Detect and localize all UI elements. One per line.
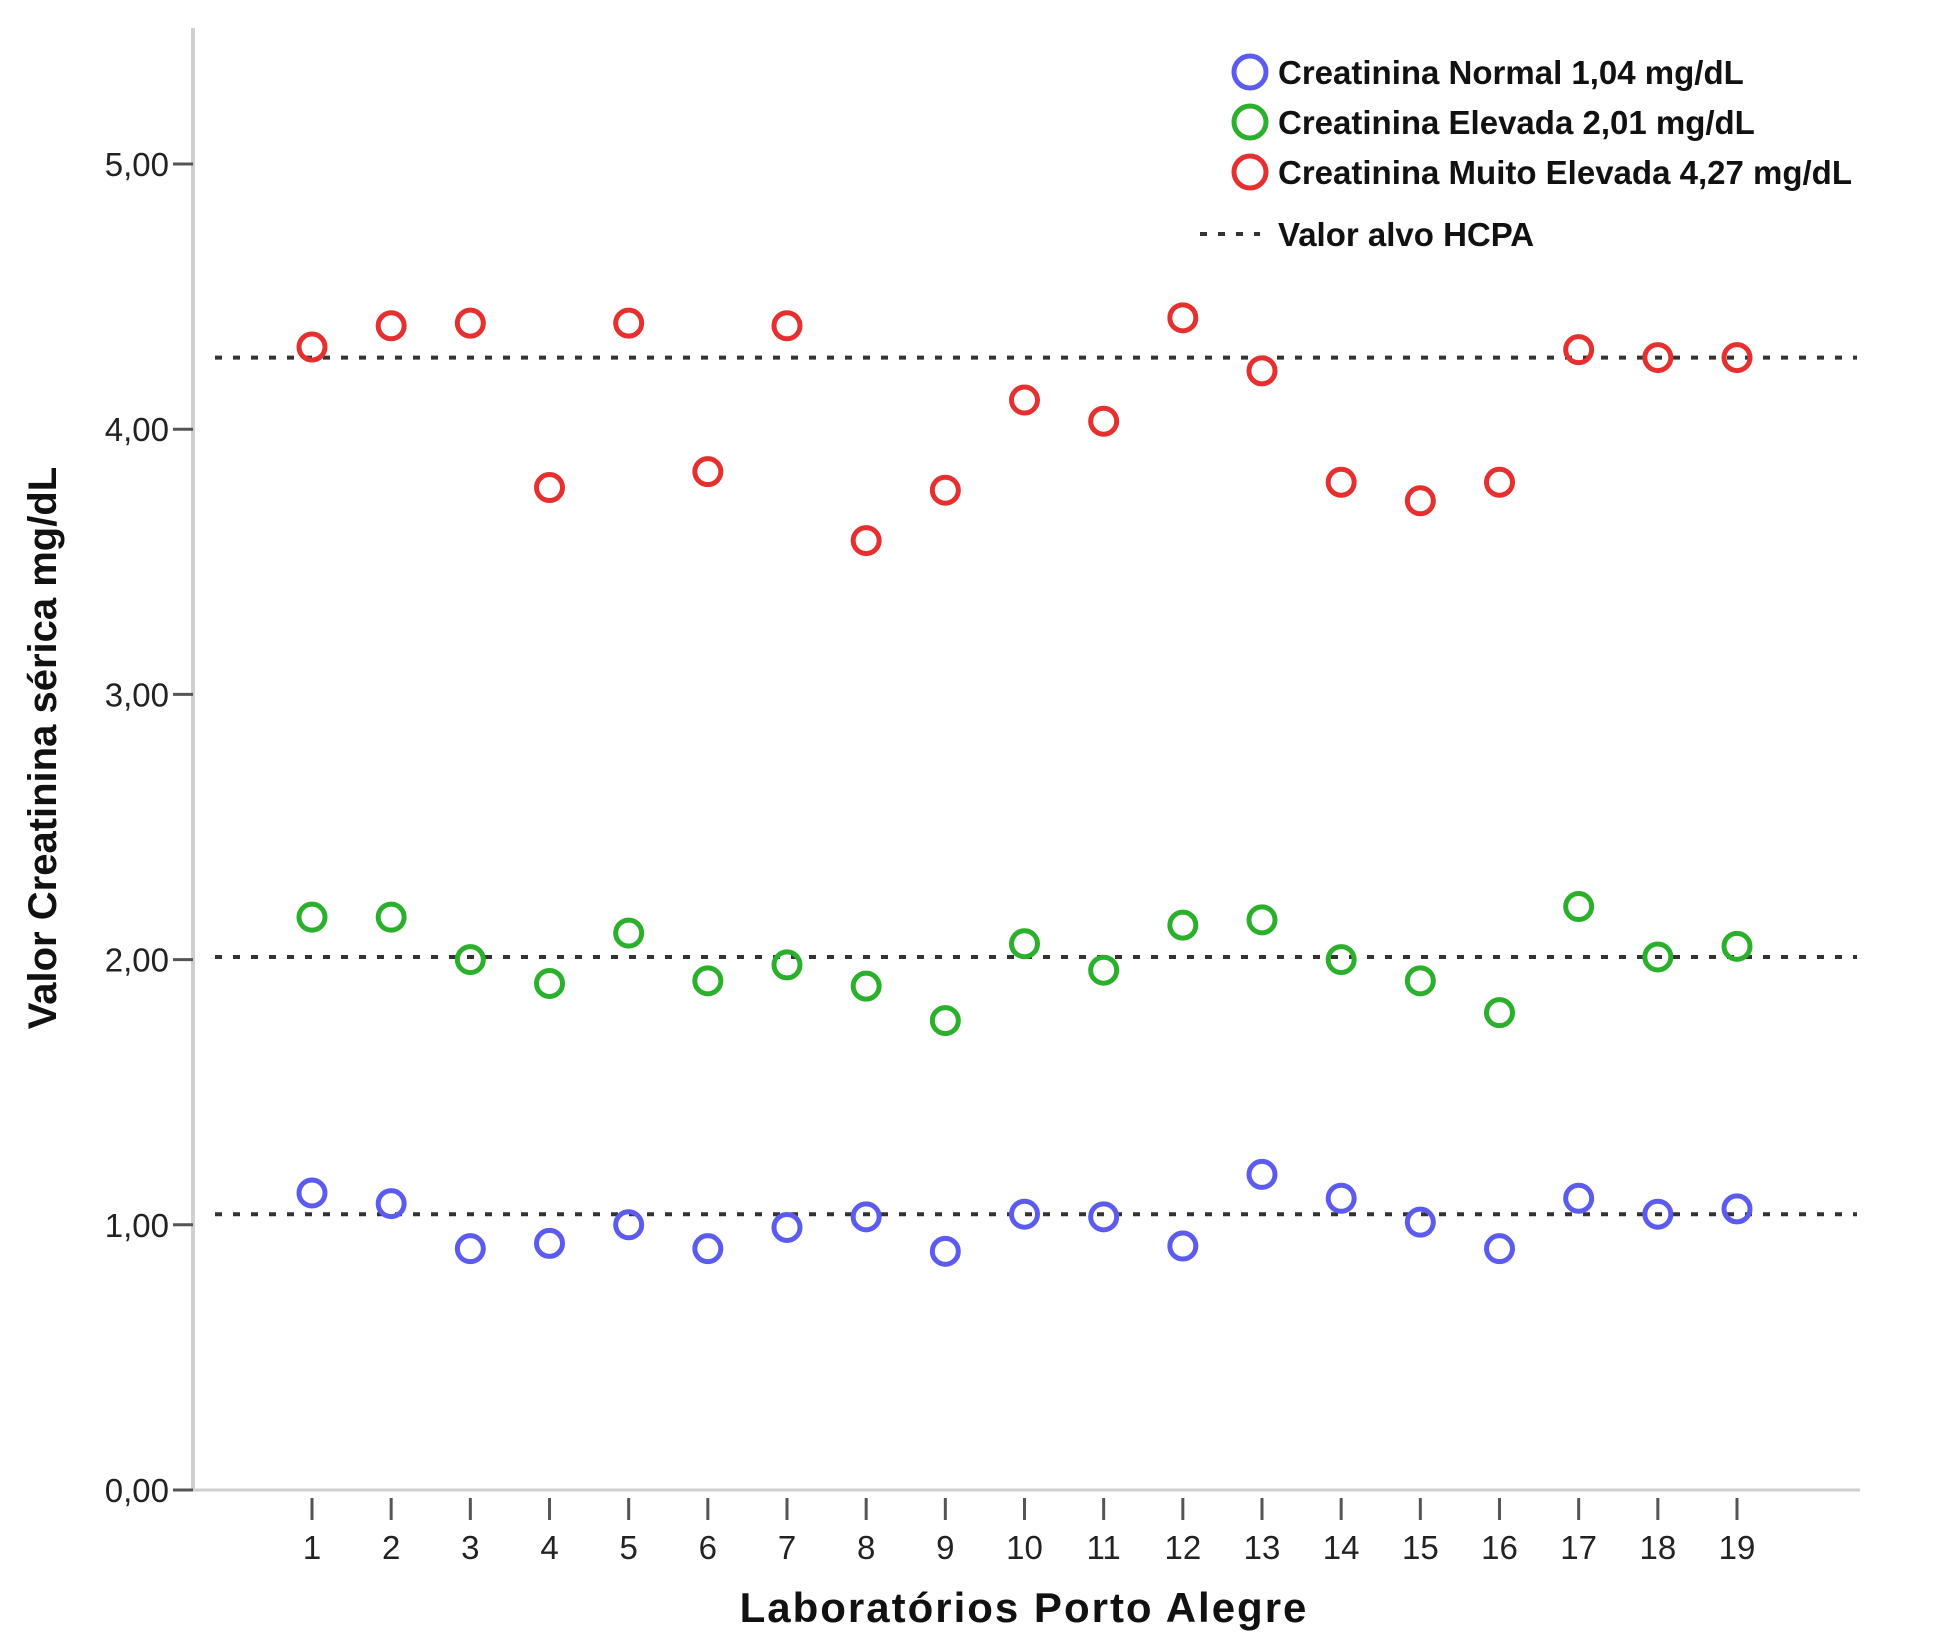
data-point-series-3 bbox=[1563, 334, 1595, 366]
data-point-series-3 bbox=[1167, 302, 1199, 334]
legend: Creatinina Normal 1,04 mg/dL Creatinina E… bbox=[1200, 53, 1852, 253]
data-point-series-1 bbox=[454, 1233, 486, 1265]
data-point-series-3 bbox=[534, 472, 565, 504]
data-point-series-1 bbox=[929, 1235, 961, 1267]
data-point-series-1 bbox=[1721, 1193, 1753, 1225]
data-point-series-1 bbox=[1484, 1233, 1515, 1265]
data-point-series-3 bbox=[1325, 466, 1357, 498]
data-point-series-3 bbox=[929, 474, 961, 506]
y-tick-label: 0,00 bbox=[105, 1472, 169, 1509]
legend-marker bbox=[1231, 153, 1269, 191]
legend-label: Valor alvo HCPA bbox=[1278, 216, 1534, 253]
data-point-series-2 bbox=[1642, 941, 1674, 973]
data-point-series-1 bbox=[1642, 1198, 1674, 1230]
x-tick-label: 3 bbox=[461, 1529, 479, 1566]
data-point-series-3 bbox=[1088, 405, 1120, 437]
data-point-series-3 bbox=[1642, 342, 1674, 374]
y-tick-label: 5,00 bbox=[105, 146, 169, 183]
x-tick-label: 16 bbox=[1481, 1529, 1518, 1566]
data-point-series-1 bbox=[1404, 1206, 1436, 1238]
data-point-series-1 bbox=[613, 1209, 645, 1241]
data-point-series-3 bbox=[1009, 384, 1040, 416]
data-point-series-2 bbox=[613, 917, 645, 949]
data-point-series-1 bbox=[1246, 1158, 1278, 1190]
data-point-series-2 bbox=[1484, 997, 1515, 1029]
y-tick-label: 3,00 bbox=[105, 676, 169, 713]
y-tick-label: 1,00 bbox=[105, 1207, 169, 1244]
data-point-series-3 bbox=[296, 331, 328, 363]
x-tick-label: 14 bbox=[1323, 1529, 1360, 1566]
data-point-series-2 bbox=[1009, 928, 1040, 960]
x-ticks: 1 2 3 4 5 6 7 8 9 10 11 12 13 14 15 16 17 18 19 bbox=[303, 1498, 1756, 1566]
data-point-series-1 bbox=[1325, 1182, 1357, 1214]
x-tick-label: 13 bbox=[1244, 1529, 1281, 1566]
x-tick-label: 11 bbox=[1087, 1529, 1121, 1566]
legend-marker bbox=[1231, 103, 1269, 141]
data-points bbox=[296, 302, 1753, 1267]
data-point-series-1 bbox=[1088, 1201, 1120, 1233]
y-tick-label: 2,00 bbox=[105, 942, 169, 979]
data-point-series-2 bbox=[1167, 909, 1199, 941]
x-tick-label: 17 bbox=[1560, 1529, 1597, 1566]
data-point-series-2 bbox=[454, 944, 486, 976]
data-point-series-3 bbox=[1404, 485, 1436, 517]
data-point-series-1 bbox=[534, 1227, 565, 1259]
x-tick-label: 1 bbox=[303, 1529, 321, 1566]
x-tick-label: 9 bbox=[936, 1529, 954, 1566]
data-point-series-1 bbox=[692, 1233, 724, 1265]
x-tick-label: 15 bbox=[1402, 1529, 1439, 1566]
data-point-series-1 bbox=[771, 1211, 803, 1243]
x-tick-label: 4 bbox=[540, 1529, 558, 1566]
data-point-series-2 bbox=[1404, 965, 1436, 997]
legend-label: Creatinina Normal 1,04 mg/dL bbox=[1278, 54, 1744, 91]
x-tick-label: 5 bbox=[619, 1529, 637, 1566]
data-point-series-3 bbox=[375, 310, 407, 342]
x-tick-label: 19 bbox=[1719, 1529, 1756, 1566]
data-point-series-2 bbox=[1721, 930, 1753, 962]
x-tick-label: 18 bbox=[1639, 1529, 1676, 1566]
x-tick-label: 6 bbox=[699, 1529, 717, 1566]
y-tick-label: 4,00 bbox=[105, 411, 169, 448]
axes bbox=[191, 28, 1860, 1492]
data-point-series-2 bbox=[850, 970, 882, 1002]
data-point-series-1 bbox=[1563, 1182, 1595, 1214]
data-point-series-3 bbox=[771, 310, 803, 342]
data-point-series-3 bbox=[692, 456, 724, 488]
legend-label: Creatinina Muito Elevada 4,27 mg/dL bbox=[1278, 154, 1852, 191]
data-point-series-3 bbox=[1246, 355, 1278, 387]
y-axis-title: Valor Creatinina sérica mg/dL bbox=[21, 467, 65, 1029]
legend-label: Creatinina Elevada 2,01 mg/dL bbox=[1278, 104, 1755, 141]
data-point-series-3 bbox=[1721, 342, 1753, 374]
x-tick-label: 10 bbox=[1006, 1529, 1043, 1566]
data-point-series-3 bbox=[613, 307, 645, 339]
x-tick-label: 2 bbox=[382, 1529, 400, 1566]
data-point-series-2 bbox=[1563, 891, 1595, 923]
data-point-series-1 bbox=[1167, 1230, 1199, 1262]
data-point-series-2 bbox=[1088, 954, 1120, 986]
data-point-series-2 bbox=[1246, 904, 1278, 936]
data-point-series-2 bbox=[296, 901, 328, 933]
data-point-series-2 bbox=[771, 949, 803, 981]
data-point-series-1 bbox=[850, 1201, 882, 1233]
data-point-series-2 bbox=[375, 901, 407, 933]
y-ticks: 0,00 1,00 2,00 3,00 4,00 5,00 bbox=[105, 146, 193, 1509]
data-point-series-1 bbox=[375, 1188, 407, 1220]
legend-marker bbox=[1231, 53, 1269, 91]
data-point-series-3 bbox=[850, 525, 882, 557]
data-point-series-2 bbox=[692, 965, 724, 997]
data-point-series-2 bbox=[534, 967, 565, 999]
data-point-series-1 bbox=[296, 1177, 328, 1209]
data-point-series-3 bbox=[1484, 466, 1515, 498]
x-axis-title: Laboratórios Porto Alegre bbox=[740, 1584, 1309, 1631]
x-tick-label: 8 bbox=[857, 1529, 875, 1566]
data-point-series-3 bbox=[454, 307, 486, 339]
reference-lines bbox=[215, 355, 1857, 1217]
x-tick-label: 7 bbox=[778, 1529, 796, 1566]
x-tick-label: 12 bbox=[1164, 1529, 1201, 1566]
data-point-series-2 bbox=[1325, 944, 1357, 976]
data-point-series-2 bbox=[929, 1005, 961, 1037]
data-point-series-1 bbox=[1009, 1198, 1040, 1230]
